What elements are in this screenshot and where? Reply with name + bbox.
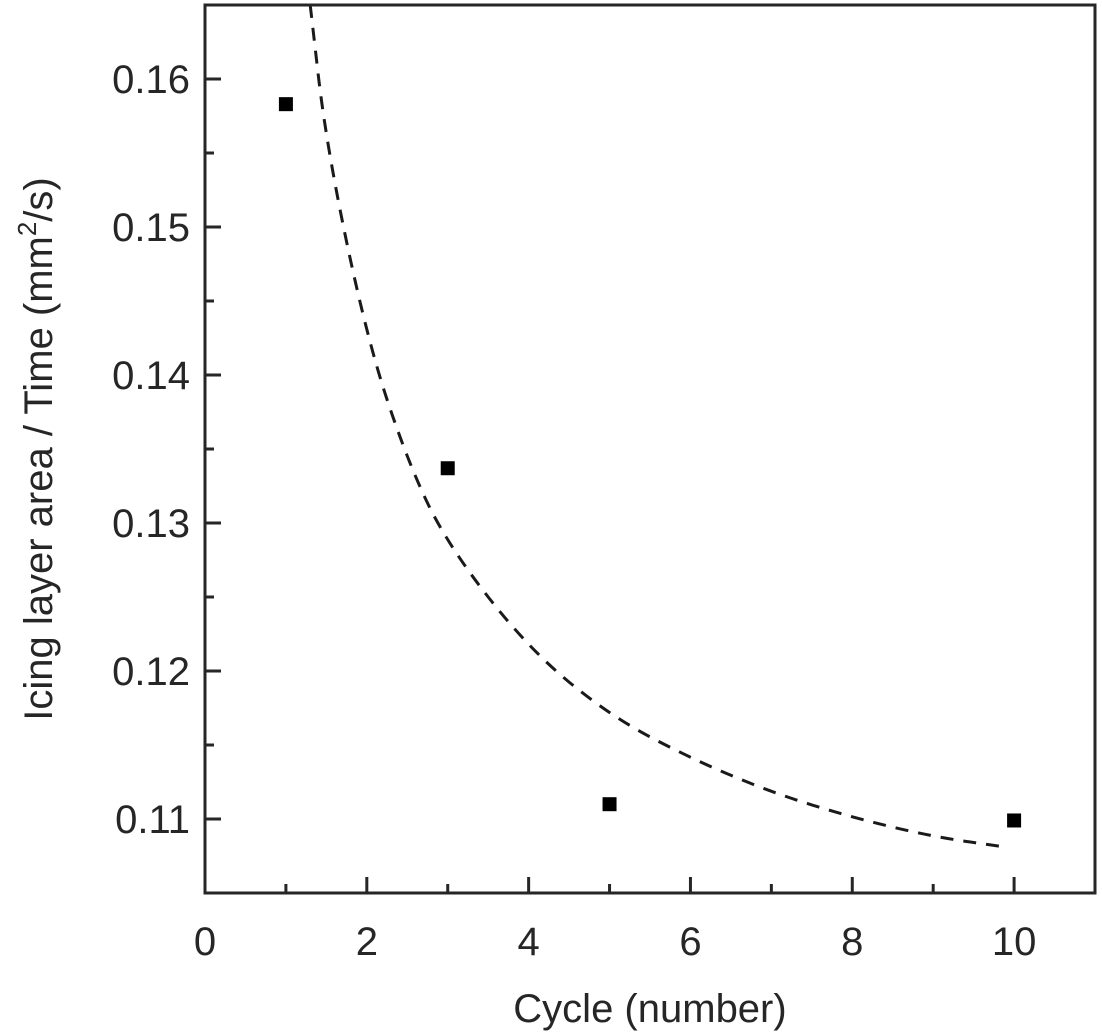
data-point-square <box>1007 813 1022 828</box>
x-tick-label: 4 <box>518 920 540 964</box>
x-axis-title: Cycle (number) <box>513 987 786 1031</box>
plot-frame <box>203 3 1097 895</box>
data-points <box>278 97 1022 828</box>
x-tick-label: 6 <box>679 920 701 964</box>
x-tick-label: 8 <box>841 920 863 964</box>
x-tick-label: 0 <box>194 920 216 964</box>
y-tick-label: 0.15 <box>112 206 190 250</box>
axis-tick-labels: 0 2 4 6 8 10 0.11 0.12 0.13 0.14 0.15 0.16 <box>112 58 1036 964</box>
y-axis-title-tail: /s) <box>17 177 61 221</box>
y-tick-label: 0.11 <box>115 798 190 842</box>
data-point-square <box>440 461 455 476</box>
y-tick-label: 0.14 <box>112 354 190 398</box>
x-tick-label: 10 <box>992 920 1037 964</box>
fit-curve <box>308 4 1007 849</box>
data-point-square <box>278 97 293 112</box>
y-axis-title: Icing layer area / Time (mm2/s) <box>12 177 61 720</box>
data-point-square <box>602 797 617 812</box>
x-tick-label: 2 <box>356 920 378 964</box>
y-axis-title-superscript: 2 <box>12 222 42 236</box>
y-tick-label: 0.12 <box>112 650 190 694</box>
y-tick-label: 0.16 <box>112 58 190 102</box>
y-tick-label: 0.13 <box>112 502 190 546</box>
y-axis-title-main: Icing layer area / Time (mm <box>17 236 61 721</box>
